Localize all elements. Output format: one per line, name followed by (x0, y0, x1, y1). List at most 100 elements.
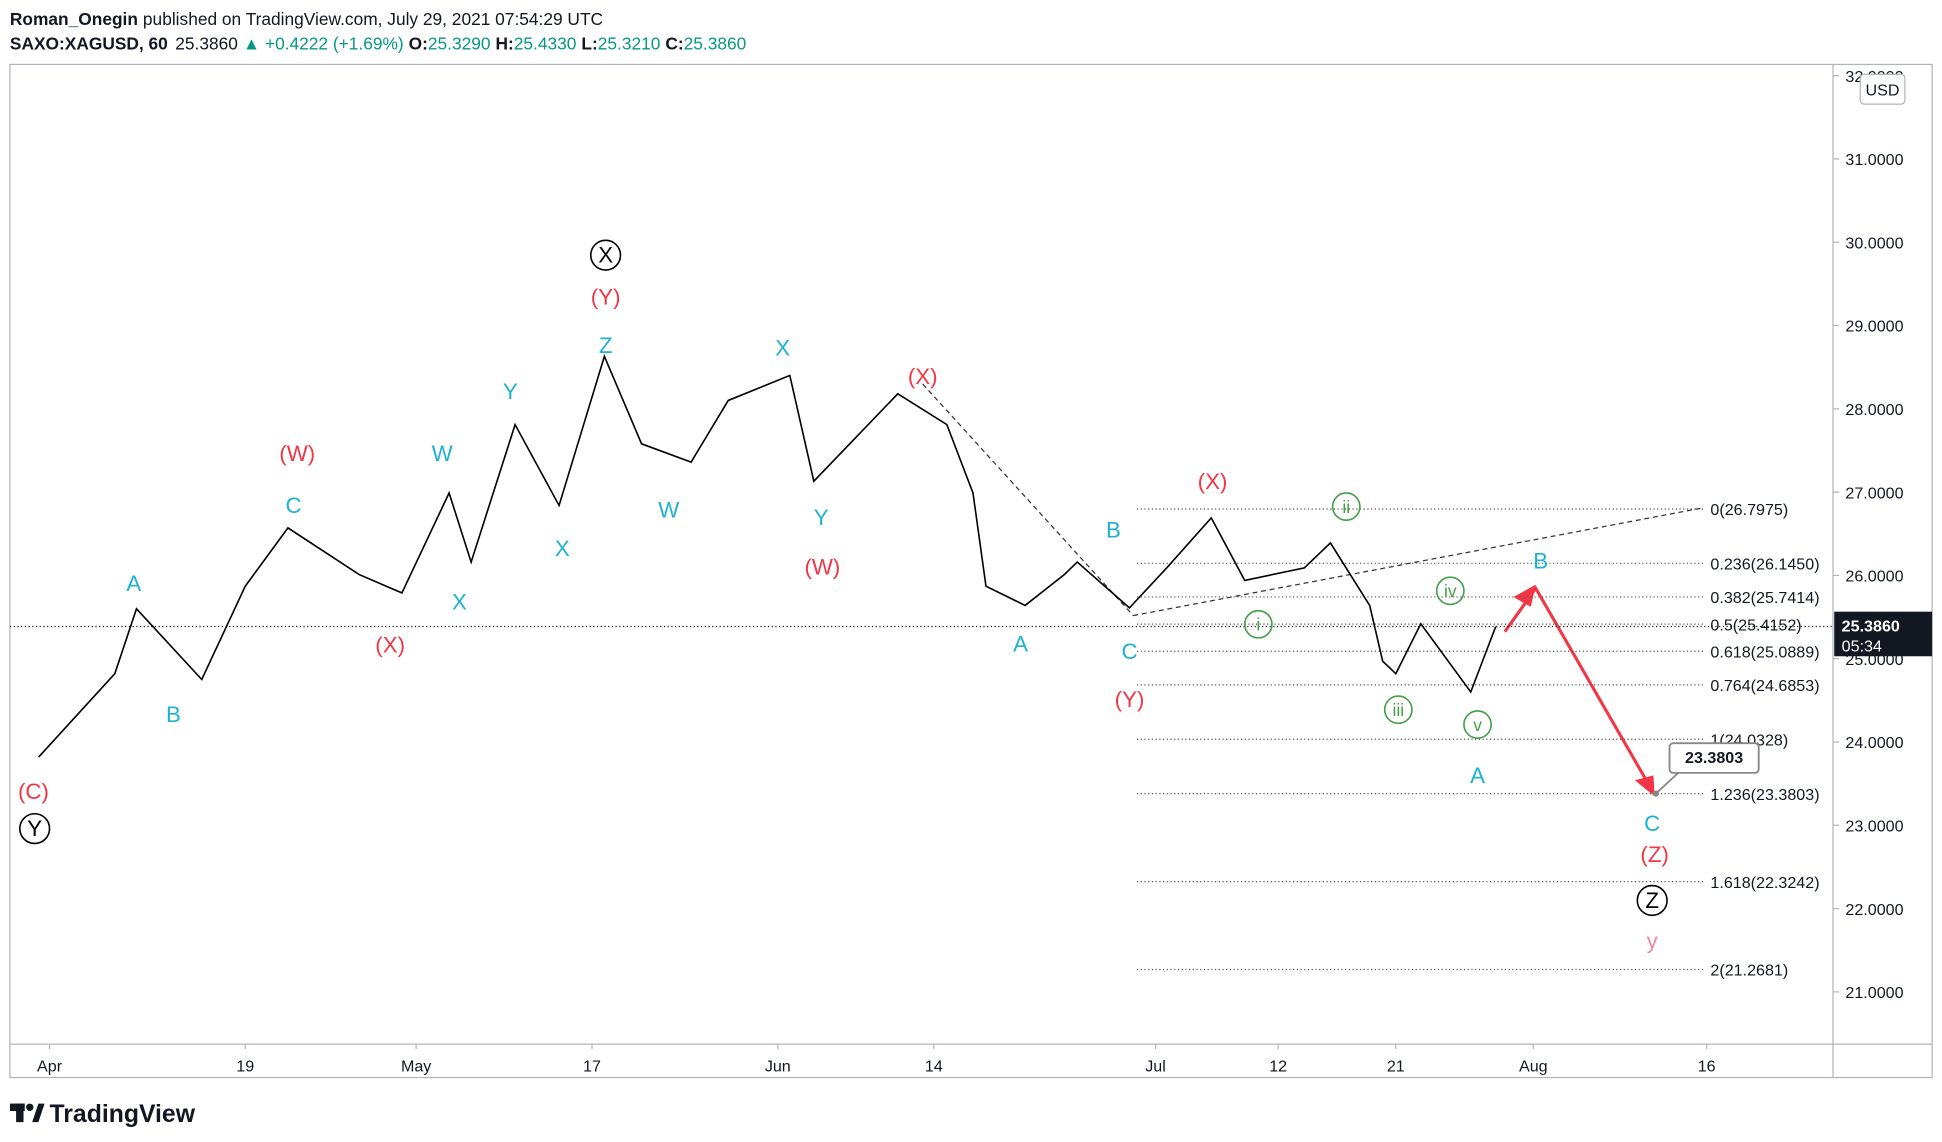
x-tick-label: Aug (1519, 1057, 1548, 1075)
fib-label: 0.236(26.1450) (1710, 556, 1819, 574)
trend-line (1133, 507, 1704, 617)
y-tick-label: 30.0000 (1845, 234, 1903, 252)
wave-label: C (1121, 639, 1137, 664)
wave-label: B (1533, 549, 1548, 574)
ohlc-value: 25.3290 (428, 34, 491, 54)
wave-label: (X) (1198, 469, 1228, 494)
wave-label: (X) (908, 364, 938, 389)
wave-circle (19, 812, 51, 845)
ohlc-value: 25.3860 (684, 34, 747, 54)
wave-label: C (285, 493, 301, 518)
wave-label: C (1644, 811, 1660, 836)
currency-box (1859, 73, 1906, 105)
ohlc-key: C: (665, 34, 683, 54)
wave-circle (1463, 710, 1492, 740)
callout-stem (1655, 772, 1679, 795)
wave-label: (C) (18, 779, 49, 804)
fib-label: 1.236(23.3803) (1710, 786, 1819, 804)
ohlc-key: O: (409, 34, 428, 54)
x-tick-label: Jul (1145, 1057, 1166, 1075)
last-price: 25.3860 (175, 34, 238, 54)
x-tick-label: 17 (583, 1057, 601, 1075)
wave-label: Y (27, 816, 42, 841)
ohlc-key: L: (581, 34, 597, 54)
wave-label: B (1106, 518, 1121, 543)
y-tick-label: 28.0000 (1845, 401, 1903, 419)
x-tick-label: 16 (1698, 1057, 1716, 1075)
fib-label: 0.382(25.7414) (1710, 589, 1819, 607)
wave-label: A (1470, 763, 1485, 788)
wave-label: (X) (375, 633, 405, 658)
wave-label: (Z) (1640, 842, 1668, 867)
wave-label: X (452, 589, 467, 614)
wave-label: (Y) (591, 285, 621, 310)
y-tick-label: 27.0000 (1845, 484, 1903, 502)
y-tick-label: 24.0000 (1845, 734, 1903, 752)
wave-label: A (126, 571, 141, 596)
change-arrow: ▲ (243, 34, 260, 54)
wave-label: (W) (804, 555, 840, 580)
wave-label: B (166, 702, 181, 727)
x-tick-label: 14 (925, 1057, 943, 1075)
fib-label: 0.764(24.6853) (1710, 677, 1819, 695)
callout-label: 23.3803 (1685, 749, 1743, 767)
currency: USD (1866, 81, 1900, 99)
ohlc-key: H: (495, 34, 513, 54)
wave-label: X (775, 335, 790, 360)
wave-label: Z (599, 333, 613, 358)
wave-circle (1331, 492, 1361, 522)
wave-circle (1243, 609, 1273, 639)
wave-label: iv (1444, 581, 1457, 601)
x-tick-label: Apr (37, 1057, 63, 1075)
fib-label: 0.618(25.0889) (1710, 643, 1819, 661)
wave-circle (1435, 576, 1465, 606)
x-tick-label: 21 (1387, 1057, 1405, 1075)
brand-logo (9, 1103, 45, 1123)
ohlc-value: 25.4330 (514, 34, 577, 54)
wave-label: v (1473, 715, 1482, 735)
y-tick-label: 23.0000 (1845, 817, 1903, 835)
fib-label: 2(21.2681) (1710, 962, 1788, 980)
last-price-box (1834, 611, 1933, 657)
fib-label: 0.5(25.4152) (1710, 616, 1801, 634)
projection-arrow (1503, 585, 1655, 794)
wave-label: (W) (279, 441, 315, 466)
last-price-label: 25.3860 (1842, 617, 1900, 635)
trend-line (922, 383, 1134, 617)
wave-label: W (432, 441, 453, 466)
y-tick-label: 22.0000 (1845, 901, 1903, 919)
change: +0.4222 (+1.69%) (265, 34, 404, 54)
brand: TradingView (50, 1101, 196, 1128)
wave-label: W (658, 498, 679, 523)
ohlc-value: 25.3210 (598, 34, 661, 54)
fib-label: 1.618(22.3242) (1710, 874, 1819, 892)
symbol: SAXO:XAGUSD, 60 (10, 34, 168, 54)
y-tick-label: 26.0000 (1845, 568, 1903, 586)
chart-frame (9, 63, 1933, 1079)
header-line-2: SAXO:XAGUSD, 60 25.3860 ▲ +0.4222 (+1.69%) O… (10, 34, 746, 54)
x-tick-label: Jun (765, 1057, 791, 1075)
x-tick-label: May (401, 1057, 432, 1075)
arrow-head (1513, 584, 1536, 607)
y-tick-label: 31.0000 (1845, 151, 1903, 169)
published: published on TradingView.com, July 29, 2… (143, 9, 603, 29)
wave-label: Z (1645, 888, 1659, 913)
wave-circle (589, 239, 622, 271)
wave-circle (1383, 695, 1413, 725)
fib-label: 0(26.7975) (1710, 501, 1788, 519)
x-tick-label: 19 (236, 1057, 254, 1075)
wave-label: Y (814, 505, 829, 530)
wave-label: ii (1342, 497, 1350, 517)
wave-label: X (598, 243, 613, 268)
y-tick-label: 29.0000 (1845, 318, 1903, 336)
header-line-1: Roman_Onegin published on TradingView.com… (10, 9, 603, 29)
callout-box (1668, 742, 1760, 774)
target-point (1652, 790, 1659, 797)
wave-circle (1636, 884, 1668, 917)
wave-label: iii (1393, 700, 1405, 720)
wave-label: (Y) (1115, 687, 1145, 712)
price-line (38, 354, 1497, 758)
